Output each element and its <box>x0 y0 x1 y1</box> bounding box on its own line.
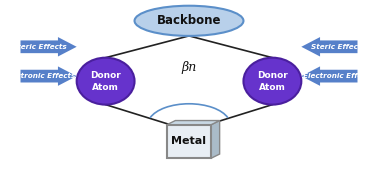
Text: Electronic Effects: Electronic Effects <box>3 73 75 79</box>
Text: Donor
Atom: Donor Atom <box>257 71 288 92</box>
Text: βn: βn <box>181 61 197 74</box>
Text: Metal: Metal <box>172 137 206 147</box>
Ellipse shape <box>77 58 135 105</box>
Ellipse shape <box>135 6 243 36</box>
Text: Donor
Atom: Donor Atom <box>90 71 121 92</box>
Polygon shape <box>211 120 220 158</box>
Text: Backbone: Backbone <box>157 14 221 27</box>
Polygon shape <box>20 66 77 86</box>
Polygon shape <box>20 37 77 56</box>
Text: Steric Effects: Steric Effects <box>12 44 67 50</box>
Text: Electronic Effects: Electronic Effects <box>303 73 375 79</box>
Ellipse shape <box>243 58 301 105</box>
Polygon shape <box>167 120 220 125</box>
Polygon shape <box>301 66 358 86</box>
Polygon shape <box>301 37 358 56</box>
Text: Steric Effects: Steric Effects <box>311 44 366 50</box>
FancyBboxPatch shape <box>167 125 211 158</box>
